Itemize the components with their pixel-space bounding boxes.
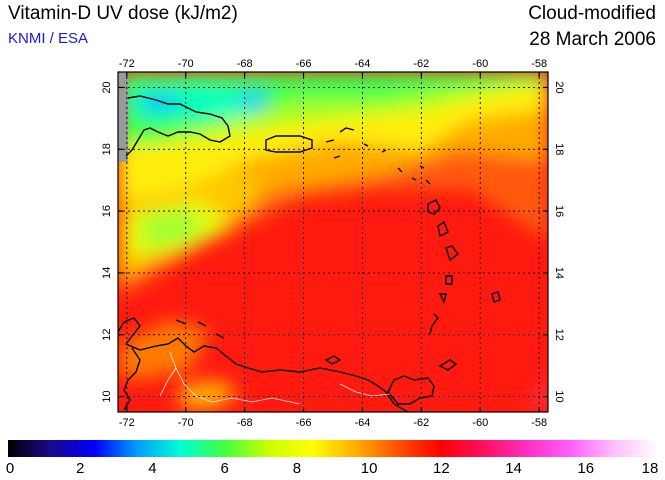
lat-lon-grid — [118, 72, 548, 412]
lon-tick-label-top: -68 — [237, 58, 253, 70]
dominica — [437, 220, 449, 238]
lat-tick-label-right: 12 — [553, 329, 565, 341]
grenadines — [429, 313, 439, 335]
lat-tick-label-left: 16 — [101, 205, 113, 217]
colorbar-label: 12 — [432, 460, 450, 477]
virgin-islands — [325, 127, 369, 159]
martinique — [445, 245, 459, 262]
colorbar-label: 0 — [5, 460, 15, 477]
colorbar-label: 14 — [505, 460, 522, 477]
barbados — [491, 291, 501, 303]
colorbar-label: 10 — [360, 460, 378, 477]
credit-label: KNMI / ESA — [8, 30, 89, 47]
st-lucia — [445, 275, 453, 285]
venezuela-coast — [118, 317, 409, 412]
colorbar-label: 16 — [577, 460, 595, 477]
lon-tick-label-top: -62 — [413, 58, 429, 70]
lat-tick-label-left: 12 — [101, 329, 113, 341]
lat-tick-label-right: 10 — [553, 390, 565, 402]
lon-tick-label-bottom: -68 — [237, 417, 253, 429]
lon-tick-label-bottom: -58 — [531, 417, 547, 429]
country-borders — [159, 351, 391, 405]
uv-field — [118, 72, 548, 412]
axis-ticks: -72 -72 -70 -70 -68 -68 -66 -66 -64 -64 -62 -62 -60 -… — [101, 58, 565, 429]
lon-tick-label-bottom: -62 — [413, 417, 429, 429]
colorbar-label: 4 — [148, 460, 157, 477]
colorbar-label: 2 — [76, 460, 85, 477]
lat-tick-label-left: 20 — [101, 81, 113, 93]
colorbar — [8, 440, 658, 457]
lat-tick-label-left: 14 — [101, 267, 113, 279]
colorbar-label: 6 — [220, 460, 229, 477]
lat-tick-label-left: 10 — [101, 390, 113, 402]
abc-islands — [175, 319, 225, 339]
lat-tick-label-right: 14 — [553, 267, 565, 279]
date-label: 28 March 2006 — [529, 29, 656, 50]
lon-tick-label-top: -66 — [296, 58, 312, 70]
lon-tick-label-bottom: -70 — [178, 417, 194, 429]
lon-tick-label-top: -72 — [119, 58, 135, 70]
lat-tick-label-left: 18 — [101, 143, 113, 155]
lat-tick-label-right: 16 — [553, 205, 565, 217]
lon-tick-label-bottom: -60 — [472, 417, 488, 429]
lat-tick-label-right: 18 — [553, 143, 565, 155]
lon-tick-label-bottom: -66 — [296, 417, 312, 429]
puerto-rico-coast — [265, 135, 313, 153]
lon-tick-label-top: -64 — [354, 58, 370, 70]
map-frame — [117, 71, 549, 413]
colorbar-label: 18 — [641, 460, 659, 477]
lon-tick-label-bottom: -72 — [119, 417, 135, 429]
coastlines — [118, 95, 501, 412]
map-title: Vitamin-D UV dose (kJ/m2) — [8, 3, 238, 24]
st-vincent — [438, 293, 447, 305]
lon-tick-label-top: -58 — [531, 58, 547, 70]
margarita — [324, 355, 342, 365]
gulf-venezuela — [123, 347, 141, 411]
lon-tick-label-bottom: -64 — [354, 417, 370, 429]
lesser-antilles-north — [381, 149, 431, 185]
colorbar-label: 8 — [292, 460, 302, 477]
lon-tick-label-top: -70 — [178, 58, 194, 70]
hispaniola-coast — [125, 95, 231, 157]
tobago — [438, 359, 458, 371]
trinidad-coast — [387, 375, 435, 405]
lon-tick-label-top: -60 — [472, 58, 488, 70]
lat-tick-label-right: 20 — [553, 81, 565, 93]
product-label: Cloud-modified — [528, 3, 656, 24]
